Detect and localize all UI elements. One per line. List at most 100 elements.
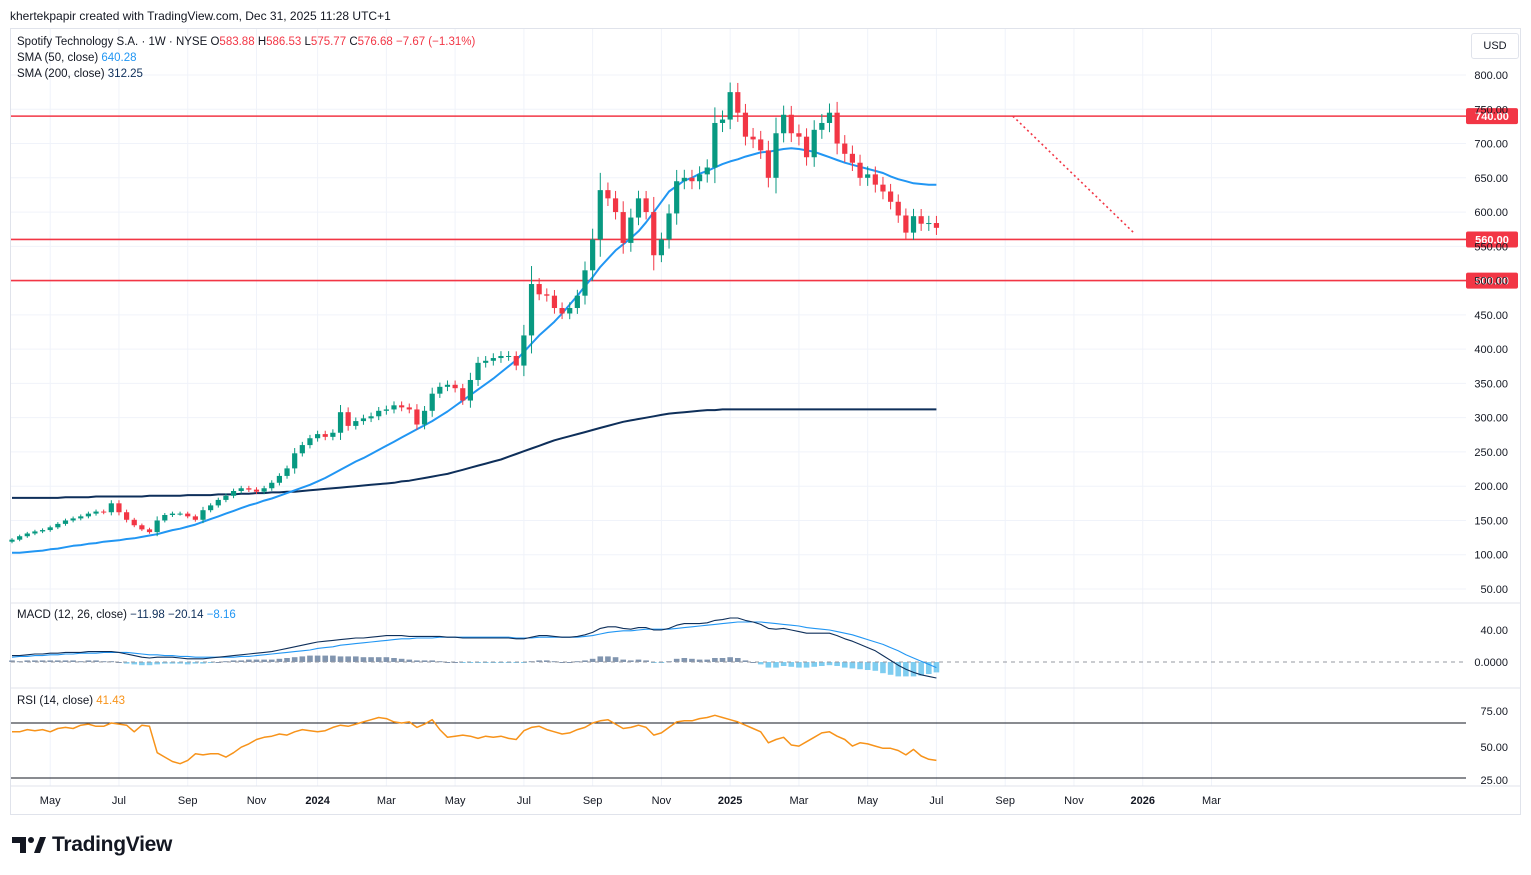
macd-hist-value: −8.16 — [206, 609, 236, 621]
macd-hist-bar — [719, 658, 726, 662]
macd-hist-bar — [375, 657, 382, 662]
candle-body — [406, 407, 412, 410]
candle-body — [200, 510, 206, 520]
macd-hist-bar — [276, 658, 283, 662]
macd-hist-bar — [307, 655, 313, 662]
sma200-value: 312.25 — [107, 68, 143, 80]
candle-body — [506, 355, 512, 357]
candle-body — [628, 217, 634, 243]
rsi-panel — [11, 714, 1466, 779]
macd-hist-bar — [612, 657, 619, 662]
candle-body — [536, 284, 542, 295]
candle-body — [674, 181, 680, 214]
candle-body — [284, 468, 290, 476]
macd-hist-bar — [253, 659, 260, 662]
currency-button[interactable]: USD — [1471, 33, 1519, 59]
level-tag — [1466, 231, 1518, 248]
macd-hist-bar — [215, 662, 222, 663]
x-tick-label: May — [857, 795, 878, 807]
x-tick-label: Jul — [112, 795, 126, 807]
macd-hist-bar — [582, 660, 588, 662]
macd-hist-bar — [223, 661, 229, 663]
candle-body — [704, 167, 710, 175]
candle-body — [803, 136, 810, 158]
candle-body — [681, 177, 687, 182]
macd-hist-bar — [689, 658, 695, 662]
candle-body — [872, 174, 878, 185]
macd-hist-bar — [268, 659, 275, 662]
macd-hist-bar — [536, 660, 542, 662]
macd-hist-bar — [192, 662, 199, 664]
price-tick-label: 350.00 — [1474, 378, 1508, 390]
candle-body — [47, 527, 53, 531]
macd-tick-label: 40.00 — [1480, 625, 1508, 637]
macd-hist-bar — [299, 656, 306, 662]
candle-body — [521, 335, 527, 366]
macd-hist-bar — [849, 662, 856, 669]
candle-body — [452, 384, 458, 389]
macd-hist-bar — [681, 658, 688, 662]
candle-body — [17, 536, 23, 540]
x-tick-label: Mar — [789, 795, 808, 807]
candle-body — [788, 114, 794, 134]
macd-tick-label: 0.0000 — [1474, 657, 1508, 669]
candle-body — [101, 511, 107, 513]
candle-body — [154, 520, 160, 533]
high-value: 586.53 — [266, 36, 302, 48]
macd-hist-bar — [452, 662, 458, 663]
tradingview-logo[interactable]: TradingView — [12, 833, 172, 857]
x-tick-label: Mar — [1202, 795, 1221, 807]
candle-body — [55, 523, 61, 528]
macd-hist-bar — [444, 662, 451, 663]
macd-hist-bar — [146, 662, 153, 666]
candle-body — [582, 270, 588, 296]
candle-body — [253, 489, 260, 492]
level-label: 500.00 — [1475, 276, 1509, 288]
candle-body — [933, 223, 940, 228]
macd-hist-bar — [184, 662, 191, 665]
macd-hist-bar — [314, 655, 321, 662]
rsi-tick-label: 25.00 — [1480, 775, 1508, 787]
candle-body — [421, 410, 428, 425]
candle-body — [796, 133, 802, 137]
candle-body — [139, 525, 145, 530]
candle-body — [528, 284, 535, 336]
macd-hist-bar — [9, 660, 15, 662]
candle-body — [483, 360, 489, 363]
macd-hist-bar — [597, 656, 604, 662]
macd-hist-bar — [605, 656, 611, 662]
candle-body — [39, 530, 46, 532]
candle-body — [162, 514, 168, 521]
candle-body — [490, 358, 496, 361]
candle-body — [467, 379, 473, 401]
macd-hist-bar — [360, 657, 367, 662]
candle-body — [712, 122, 718, 168]
candle-body — [185, 513, 191, 517]
macd-hist-bar — [169, 662, 176, 664]
macd-hist-bar — [788, 662, 795, 667]
x-tick-label: Nov — [652, 795, 672, 807]
trendline — [1012, 115, 1136, 235]
macd-hist-bar — [406, 659, 413, 662]
candle-body — [177, 513, 183, 515]
price-tick-label: 400.00 — [1474, 344, 1508, 356]
macd-hist-bar — [421, 660, 428, 662]
macd-hist-bar — [673, 658, 680, 662]
macd-hist-bar — [238, 660, 244, 662]
candle-body — [238, 488, 244, 491]
sma200-line — [12, 408, 937, 499]
macd-hist-bar — [131, 662, 138, 665]
macd-hist-bar — [39, 660, 46, 662]
close-value: 576.68 — [357, 36, 393, 48]
candle-body — [597, 190, 603, 240]
macd-hist-bar — [620, 659, 626, 662]
x-tick-label: Jul — [929, 795, 943, 807]
macd-hist-bar — [635, 659, 642, 662]
tradingview-wordmark: TradingView — [52, 833, 173, 856]
candle-body — [124, 512, 130, 520]
candle-body — [513, 355, 519, 366]
candle-body — [215, 499, 221, 506]
macd-hist-bar — [735, 658, 741, 662]
candle-body — [727, 92, 733, 120]
